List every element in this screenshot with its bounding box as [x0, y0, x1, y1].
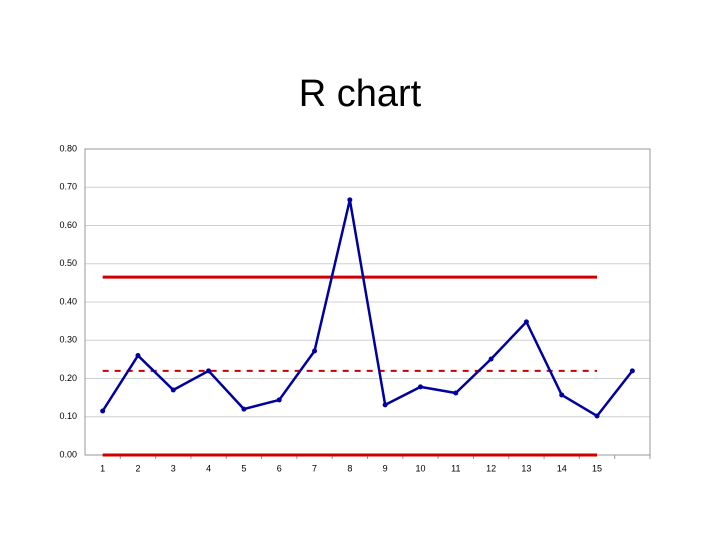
x-tick-label: 4	[206, 463, 211, 473]
data-point	[629, 368, 635, 374]
data-point	[382, 402, 388, 408]
y-tick-label: 0.60	[59, 220, 77, 230]
x-tick-label: 7	[312, 463, 317, 473]
x-tick-label: 12	[486, 463, 496, 473]
y-tick-label: 0.70	[59, 182, 77, 192]
data-point	[312, 348, 318, 354]
y-tick-label: 0.30	[59, 335, 77, 345]
x-tick-label: 11	[451, 463, 460, 473]
data-point	[594, 413, 600, 419]
y-tick-label: 0.10	[59, 411, 77, 421]
x-tick-label: 15	[592, 463, 602, 473]
x-tick-label: 9	[383, 463, 388, 473]
data-point	[170, 387, 176, 393]
data-point	[241, 406, 247, 412]
data-point	[453, 390, 459, 396]
data-point	[276, 397, 282, 403]
data-point	[559, 392, 565, 398]
y-tick-label: 0.50	[59, 258, 77, 268]
data-point	[347, 197, 353, 203]
x-tick-label: 14	[557, 463, 567, 473]
data-point	[488, 356, 494, 362]
data-point	[135, 353, 141, 359]
x-tick-label: 3	[171, 463, 176, 473]
y-tick-label: 0.00	[59, 449, 77, 459]
y-tick-label: 0.80	[59, 143, 77, 153]
x-tick-label: 5	[241, 463, 246, 473]
x-tick-label: 1	[100, 463, 105, 473]
x-tick-label: 13	[521, 463, 531, 473]
data-line	[101, 198, 634, 418]
y-tick-label: 0.20	[59, 373, 77, 383]
data-point	[206, 368, 212, 374]
data-point	[100, 408, 106, 414]
y-tick-label: 0.40	[59, 296, 77, 306]
data-point	[417, 384, 423, 390]
x-tick-label: 2	[135, 463, 140, 473]
x-tick-label: 10	[415, 463, 425, 473]
chart-title: R chart	[299, 73, 422, 115]
x-tick-label: 8	[347, 463, 352, 473]
data-point	[523, 319, 529, 325]
x-tick-label: 6	[277, 463, 282, 473]
